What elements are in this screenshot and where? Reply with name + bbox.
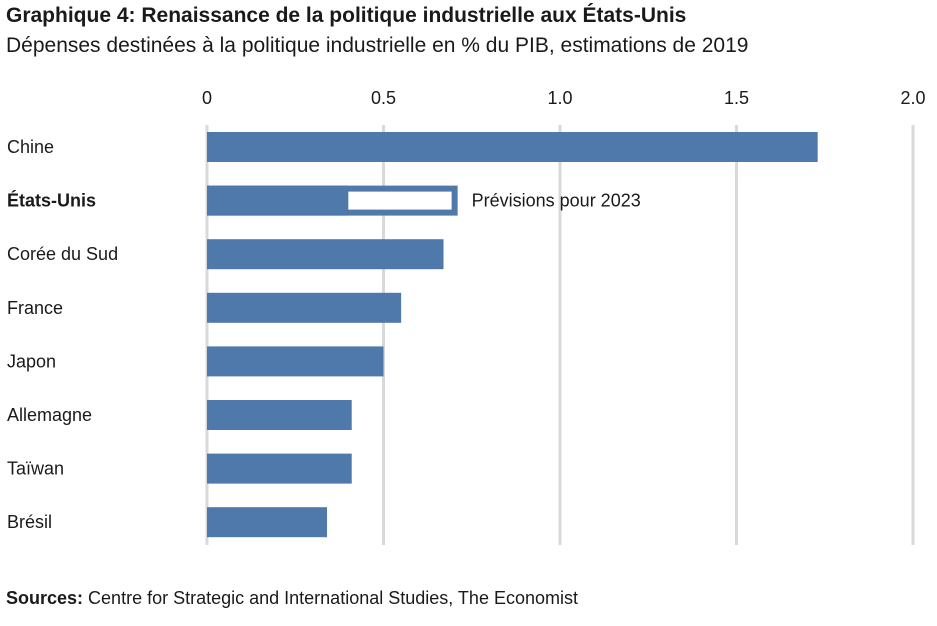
category-label: Japon bbox=[7, 351, 56, 371]
bar bbox=[207, 507, 328, 538]
forecast-label: Prévisions pour 2023 bbox=[472, 191, 641, 211]
x-tick-label: 0 bbox=[202, 88, 212, 108]
source-text: Centre for Strategic and International S… bbox=[88, 588, 578, 608]
bar bbox=[207, 239, 444, 270]
category-label: France bbox=[7, 298, 63, 318]
bar bbox=[207, 400, 352, 430]
bar bbox=[207, 292, 402, 323]
category-label: Taïwan bbox=[7, 459, 64, 479]
source-note: Sources: Centre for Strategic and Intern… bbox=[6, 588, 578, 609]
chart-title: Graphique 4: Renaissance de la politique… bbox=[6, 4, 687, 27]
x-tick-label: 0.5 bbox=[371, 88, 396, 108]
source-label: Sources: bbox=[6, 588, 84, 608]
category-label: Allemagne bbox=[7, 405, 92, 425]
category-label: Brésil bbox=[7, 512, 52, 532]
bar-chart: 0 0.5 1.0 1.5 2.0 Chine États-Unis Prévisions p… bbox=[7, 88, 926, 545]
category-label: Chine bbox=[7, 137, 54, 157]
category-label: États-Unis bbox=[7, 190, 96, 211]
bar bbox=[207, 346, 384, 377]
chart-subtitle: Dépenses destinées à la politique indust… bbox=[6, 34, 749, 57]
bar bbox=[207, 132, 818, 162]
x-tick-label: 1.5 bbox=[724, 88, 749, 108]
x-tick-label: 2.0 bbox=[900, 88, 925, 108]
x-tick-label: 1.0 bbox=[547, 88, 572, 108]
category-label: Corée du Sud bbox=[7, 244, 118, 264]
bar bbox=[207, 453, 352, 484]
bar bbox=[207, 185, 349, 216]
forecast-gap bbox=[348, 191, 452, 210]
